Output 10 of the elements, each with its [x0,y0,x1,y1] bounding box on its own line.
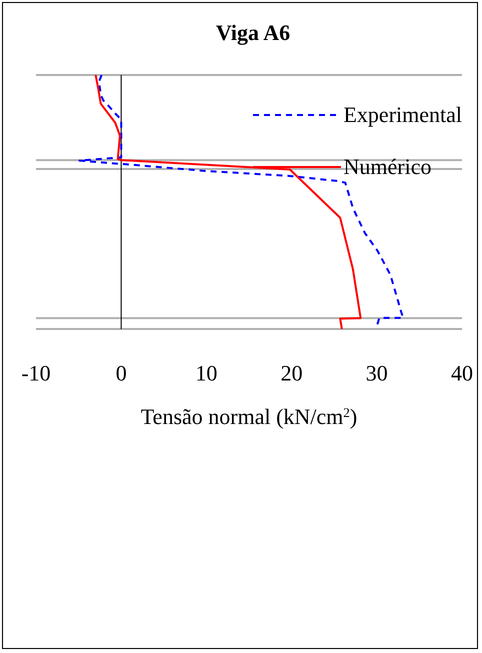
legend-label: Numérico [343,154,432,180]
x-tick-label: 0 [116,360,127,386]
legend-label: Experimental [343,102,462,128]
x-tick-label: 10 [195,360,218,386]
x-tick-label: 20 [280,360,303,386]
x-tick-label: -10 [21,360,51,386]
chart-title: Viga A6 [214,20,292,46]
x-tick-label: 30 [366,360,388,386]
x-tick-label: 40 [451,360,473,386]
x-axis-title: Tensão normal (kN/cm$^{2}$) [140,404,358,429]
